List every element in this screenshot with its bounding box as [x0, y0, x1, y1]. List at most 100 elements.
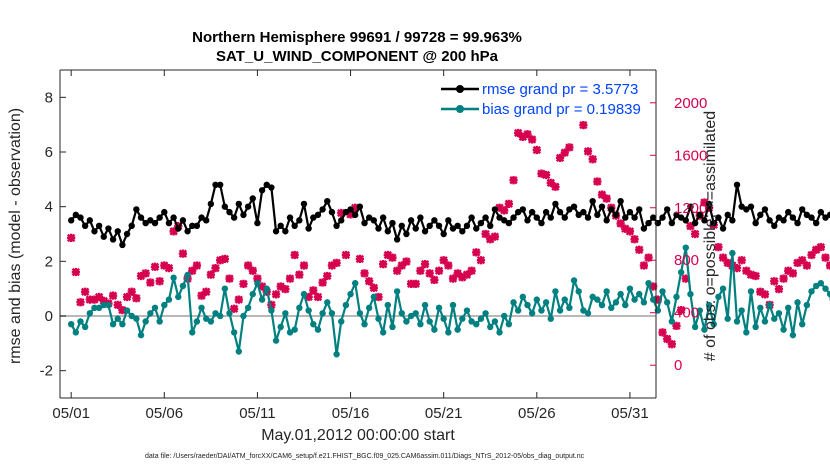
bias-point — [235, 348, 242, 355]
rmse-point — [510, 214, 517, 221]
bias-point — [431, 326, 438, 333]
rmse-point — [258, 187, 266, 194]
bias-point — [780, 326, 787, 333]
bias-point — [710, 321, 717, 328]
bias-point — [314, 326, 322, 333]
obs-point — [122, 292, 132, 302]
rmse-point — [170, 214, 177, 221]
obs-point — [299, 261, 309, 270]
right-tick-label: 1200 — [674, 200, 707, 217]
bias-point — [133, 315, 140, 322]
bias-point — [403, 318, 410, 325]
obs-point — [453, 269, 462, 278]
bias-point — [426, 318, 433, 325]
bias-point — [370, 293, 378, 301]
bias-point — [282, 310, 289, 317]
bias-point — [803, 301, 811, 309]
bias-point — [826, 290, 830, 298]
rmse-point — [412, 225, 419, 232]
bias-point — [95, 304, 103, 311]
obs-point — [681, 274, 690, 283]
obs-point — [532, 145, 541, 155]
obs-point — [434, 266, 444, 275]
x-ticks: 05/01 05/06 05/11 05/16 05/21 05/26 05/31 — [52, 70, 649, 422]
rmse-point — [230, 214, 238, 221]
rmse-point — [314, 211, 322, 219]
rmse-point — [575, 211, 582, 219]
bias-point — [799, 321, 806, 328]
obs-point — [383, 250, 392, 260]
legend-rmse-marker — [456, 85, 464, 93]
obs-point — [742, 266, 751, 275]
obs-point — [178, 249, 188, 258]
rmse-point — [547, 214, 554, 221]
obs-point — [397, 261, 406, 270]
right-tick-label: 800 — [674, 252, 699, 269]
bias-point — [631, 296, 638, 303]
rmse-point — [338, 217, 345, 224]
obs-point — [583, 147, 593, 156]
rmse-point — [677, 214, 685, 221]
obs-point — [798, 256, 807, 265]
bias-point — [114, 315, 121, 322]
rmse-point — [133, 206, 140, 213]
rmse-point — [370, 217, 378, 224]
rmse-point — [538, 219, 545, 227]
rmse-point — [291, 222, 298, 229]
rmse-point — [747, 203, 755, 210]
obs-point — [718, 253, 728, 262]
rmse-point — [803, 211, 811, 219]
x-tick-label: 05/06 — [146, 405, 184, 422]
bias-point — [365, 304, 373, 311]
bias-point — [724, 315, 731, 322]
obs-point — [276, 282, 285, 291]
bias-point — [86, 310, 94, 317]
rmse-point — [780, 217, 787, 224]
rmse-point — [86, 217, 94, 224]
rmse-point — [468, 214, 475, 221]
rmse-point — [743, 206, 750, 213]
rmse-series — [67, 181, 830, 249]
rmse-point — [431, 217, 438, 224]
bias-point — [72, 329, 80, 336]
obs-point — [309, 286, 318, 295]
rmse-point — [505, 219, 513, 227]
bias-point — [812, 282, 820, 290]
obs-point — [337, 208, 346, 218]
obs-point — [132, 294, 141, 303]
bias-point — [514, 307, 522, 314]
bias-point — [189, 329, 196, 336]
obs-point — [518, 132, 527, 142]
rmse-point — [487, 222, 494, 229]
obs-point — [751, 271, 760, 281]
bias-point — [123, 307, 131, 314]
bias-point — [766, 301, 773, 309]
bias-point — [67, 321, 75, 328]
obs-point — [202, 287, 211, 296]
rmse-point — [184, 228, 191, 235]
rmse-point — [333, 222, 340, 229]
obs-point — [360, 269, 369, 278]
obs-point — [700, 198, 709, 207]
bias-point — [170, 274, 177, 281]
rmse-point — [189, 222, 196, 229]
obs-point — [560, 148, 569, 157]
rmse-point — [449, 225, 457, 232]
obs-point — [723, 258, 732, 268]
left-tick-label: 6 — [45, 144, 53, 161]
rmse-point — [501, 217, 508, 224]
bias-point — [477, 315, 485, 322]
rmse-point — [752, 219, 759, 227]
obs-point — [746, 270, 756, 279]
bias-point — [808, 288, 815, 295]
obs-point — [802, 261, 812, 270]
bias-point — [291, 326, 298, 333]
rmse-point — [524, 217, 531, 224]
obs-point — [99, 296, 108, 306]
bias-point — [156, 318, 163, 325]
bias-point — [650, 296, 657, 303]
bias-point — [691, 323, 699, 331]
bias-point — [100, 301, 107, 309]
obs-point — [616, 219, 625, 228]
